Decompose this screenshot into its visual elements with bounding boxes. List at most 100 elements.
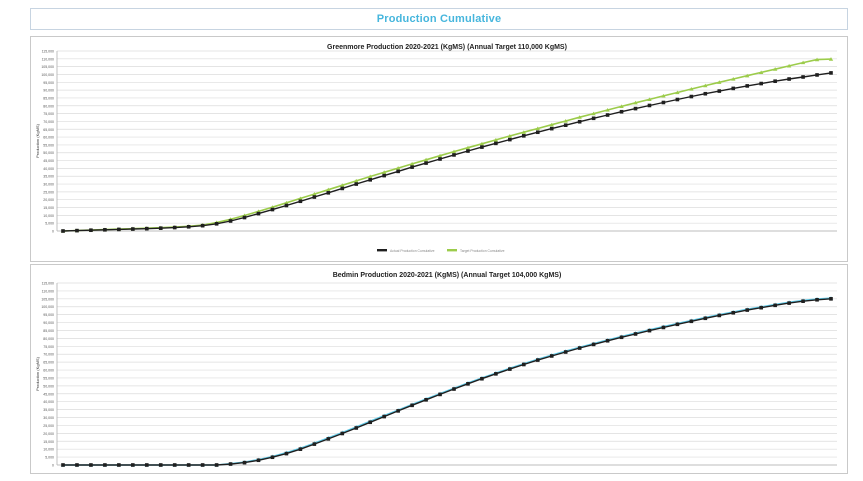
data-point bbox=[591, 116, 596, 121]
data-point bbox=[466, 149, 470, 153]
y-tick-label: 100,000 bbox=[41, 73, 54, 77]
data-point bbox=[368, 178, 372, 182]
data-point bbox=[158, 226, 163, 230]
data-point bbox=[661, 100, 666, 105]
data-point bbox=[494, 141, 498, 146]
data-point bbox=[186, 224, 191, 229]
data-point bbox=[675, 90, 680, 95]
data-point bbox=[535, 126, 540, 131]
data-point bbox=[326, 191, 331, 195]
data-point bbox=[340, 186, 345, 191]
data-point bbox=[214, 463, 219, 467]
data-point bbox=[633, 100, 638, 105]
y-axis-label: Production (KgMS) bbox=[35, 356, 40, 390]
data-point bbox=[172, 225, 177, 230]
data-point bbox=[298, 447, 303, 451]
data-point bbox=[409, 161, 415, 166]
y-tick-label: 60,000 bbox=[43, 136, 54, 140]
data-point bbox=[815, 73, 819, 77]
data-point bbox=[703, 83, 708, 88]
data-point bbox=[591, 111, 596, 116]
bedmin-production-chart: Bedmin Production 2020-2021 (KgMS) (Annu… bbox=[35, 272, 837, 468]
y-tick-label: 5,000 bbox=[45, 456, 54, 460]
series-line bbox=[63, 297, 832, 466]
y-tick-label: 55,000 bbox=[43, 143, 54, 147]
data-point bbox=[144, 463, 149, 467]
series-line bbox=[63, 298, 832, 466]
data-point bbox=[396, 409, 400, 413]
data-point bbox=[381, 170, 387, 174]
data-point bbox=[661, 325, 666, 330]
data-point bbox=[228, 462, 233, 466]
data-point bbox=[103, 228, 107, 232]
y-tick-label: 105,000 bbox=[41, 297, 54, 301]
legend-label-actual: Actual Production Cumulative bbox=[390, 249, 435, 253]
data-point bbox=[675, 97, 680, 102]
data-point bbox=[633, 332, 638, 336]
data-point bbox=[172, 463, 177, 467]
y-tick-label: 80,000 bbox=[43, 337, 54, 341]
data-point bbox=[647, 328, 652, 333]
y-tick-label: 35,000 bbox=[43, 408, 54, 412]
y-tick-label: 60,000 bbox=[43, 369, 54, 373]
data-point bbox=[522, 134, 526, 138]
y-tick-label: 95,000 bbox=[43, 81, 54, 85]
data-point bbox=[731, 310, 736, 315]
data-point bbox=[452, 153, 456, 157]
data-point bbox=[508, 367, 512, 371]
data-point bbox=[75, 228, 79, 233]
data-point bbox=[787, 301, 791, 305]
data-point bbox=[200, 223, 205, 228]
data-point bbox=[521, 130, 526, 134]
data-point bbox=[605, 113, 610, 117]
data-point bbox=[605, 108, 610, 112]
y-tick-label: 80,000 bbox=[43, 104, 54, 108]
dashboard-title: Production Cumulative bbox=[30, 8, 848, 30]
y-tick-label: 30,000 bbox=[43, 183, 54, 187]
y-tick-label: 40,000 bbox=[43, 400, 54, 404]
bedmin-chart-panel: Bedmin Production 2020-2021 (KgMS) (Annu… bbox=[30, 264, 848, 474]
y-tick-label: 115,000 bbox=[42, 50, 54, 54]
data-point bbox=[410, 165, 414, 169]
data-point bbox=[437, 153, 443, 158]
y-tick-label: 95,000 bbox=[43, 313, 54, 317]
data-point bbox=[731, 86, 736, 91]
y-tick-label: 110,000 bbox=[42, 289, 54, 293]
data-point bbox=[773, 303, 777, 308]
data-point bbox=[577, 119, 582, 124]
y-tick-label: 70,000 bbox=[43, 353, 54, 357]
data-point bbox=[563, 123, 568, 127]
y-tick-label: 25,000 bbox=[43, 424, 54, 428]
data-point bbox=[591, 342, 596, 347]
y-tick-label: 115,000 bbox=[42, 282, 54, 286]
data-point bbox=[423, 157, 429, 162]
data-point bbox=[745, 73, 750, 78]
data-point bbox=[703, 316, 708, 321]
data-point bbox=[689, 94, 694, 99]
data-point bbox=[382, 173, 386, 178]
data-point bbox=[284, 451, 289, 456]
data-point bbox=[828, 57, 834, 61]
data-point bbox=[228, 219, 233, 223]
data-point bbox=[814, 57, 820, 62]
data-point bbox=[801, 75, 805, 79]
y-tick-label: 10,000 bbox=[43, 214, 54, 218]
data-point bbox=[745, 84, 750, 88]
data-point bbox=[787, 77, 791, 81]
data-point bbox=[89, 228, 93, 233]
series-line bbox=[62, 72, 832, 232]
data-point bbox=[312, 442, 317, 446]
data-point bbox=[382, 414, 386, 419]
data-point bbox=[368, 174, 373, 179]
data-point bbox=[717, 80, 722, 84]
data-point bbox=[759, 305, 763, 310]
data-point bbox=[424, 397, 428, 402]
y-axis-label: Production (KgMS) bbox=[35, 123, 40, 157]
data-point bbox=[131, 227, 135, 231]
y-tick-label: 55,000 bbox=[43, 376, 54, 380]
y-tick-label: 90,000 bbox=[43, 89, 54, 93]
data-point bbox=[689, 87, 694, 91]
data-point bbox=[214, 222, 219, 226]
data-point bbox=[117, 227, 121, 232]
data-point bbox=[549, 354, 554, 358]
